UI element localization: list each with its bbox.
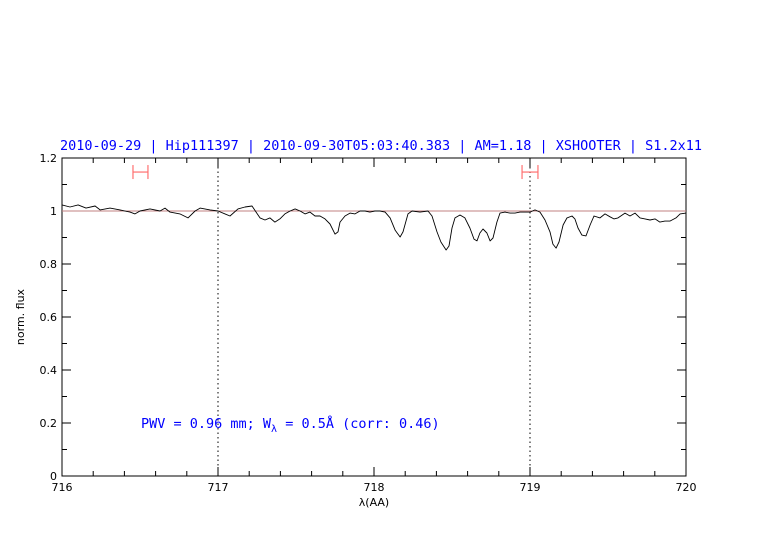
y-tick-label: 1 — [50, 205, 57, 218]
y-tick-label: 0.6 — [40, 311, 58, 324]
y-tick-label: 1.2 — [40, 152, 58, 165]
y-tick-label: 0.2 — [40, 417, 58, 430]
x-tick-label: 717 — [208, 481, 229, 494]
x-tick-label: 720 — [676, 481, 697, 494]
axes: 716 717 718 719 720 0 0.2 0.4 0.6 0.8 1 1.2 — [40, 152, 697, 494]
annotation-post: = 0.5Å (corr: 0.46) — [277, 415, 440, 432]
fit-range-marker — [521, 165, 539, 180]
x-tick-label: 716 — [52, 481, 73, 494]
spectrum-line — [61, 204, 687, 251]
annotation-sub: λ — [271, 424, 277, 435]
x-axis-label: λ(AA) — [359, 496, 389, 509]
y-tick-label: 0.4 — [40, 364, 58, 377]
pwv-annotation: PWV = 0.96 mm; Wλ = 0.5Å (corr: 0.46) — [141, 415, 440, 435]
chart-title: 2010-09-29 | Hip111397 | 2010-09-30T05:0… — [60, 138, 702, 154]
y-tick-label: 0 — [50, 470, 57, 483]
x-tick-label: 718 — [364, 481, 385, 494]
plot-marks — [61, 158, 687, 476]
y-axis-label: norm. flux — [14, 288, 27, 345]
annotation-pre: PWV = 0.96 mm; W — [141, 416, 272, 432]
fit-range-marker — [132, 165, 149, 180]
x-tick-label: 719 — [520, 481, 541, 494]
y-tick-label: 0.8 — [40, 258, 58, 271]
